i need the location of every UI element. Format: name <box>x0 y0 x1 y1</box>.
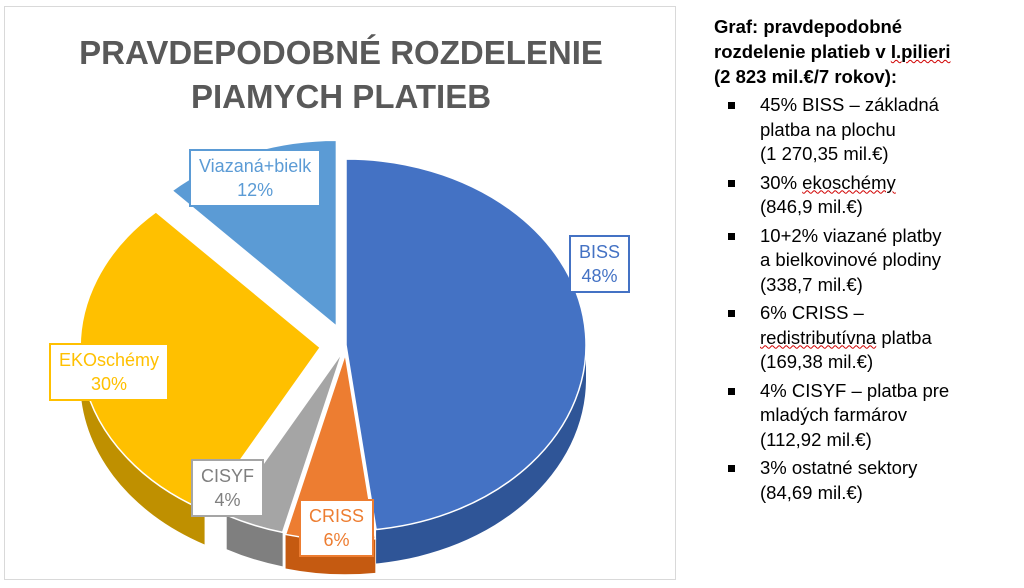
pie-chart <box>79 139 587 575</box>
list-item-line: 30% ekoschémy <box>760 171 1014 196</box>
list-item-ostatne: 3% ostatné sektory (84,69 mil.€) <box>728 456 1014 505</box>
label-viazana: Viazaná+bielk 12% <box>189 149 322 207</box>
panel-heading: Graf: pravdepodobné rozdelenie platieb v… <box>714 14 1014 89</box>
label-cisyf-value: 4% <box>214 490 241 510</box>
list-item-line-part: redistributívna <box>760 326 877 348</box>
list-item-biss: 45% BISS – základná platba na plochu (1 … <box>728 93 1014 167</box>
list-item-line: (169,38 mil.€) <box>760 351 874 372</box>
panel-heading-line-2a: rozdelenie platieb v <box>714 41 891 62</box>
label-cisyf-name: CISYF <box>201 466 255 486</box>
list-item-criss: 6% CRISS – redistributívna platba (169,3… <box>728 301 1014 375</box>
pie-top-layer <box>79 139 587 542</box>
list-item-viazane: 10+2% viazané platby a bielkovinové plod… <box>728 224 1014 298</box>
bullet-list: 45% BISS – základná platba na plochu (1 … <box>714 93 1014 505</box>
list-item-line: (84,69 mil.€) <box>760 481 863 503</box>
list-item-line: (846,9 mil.€) <box>760 196 863 217</box>
chart-frame: PRAVDEPODOBNÉ ROZDELENIE PIAMYCH PLATIEB… <box>4 6 676 580</box>
label-biss: BISS 48% <box>569 235 631 293</box>
panel-heading-line-2b: I.pilieri <box>890 41 951 62</box>
panel-heading-line-2: rozdelenie platieb v I.pilieri <box>714 39 1014 64</box>
label-viazana-name: Viazaná+bielk <box>199 156 312 176</box>
label-ekoschemy-value: 30% <box>91 374 128 394</box>
pie-slice-biss <box>345 158 587 531</box>
pie-side-biss <box>376 345 586 564</box>
list-item-line: 4% CISYF – platba pre <box>760 379 950 401</box>
label-criss: CRISS 6% <box>299 499 375 557</box>
list-item-cisyf: 4% CISYF – platba pre mladých farmárov (… <box>728 379 1014 453</box>
list-item-line: (112,92 mil.€) <box>760 428 872 450</box>
label-ekoschemy-name: EKOschémy <box>59 350 160 370</box>
list-item-line: (1 270,35 mil.€) <box>760 143 889 164</box>
label-ekoschemy: EKOschémy 30% <box>49 343 170 401</box>
list-item-line: redistributívna platba <box>760 326 1014 351</box>
list-item-line: 6% CRISS – <box>760 302 864 323</box>
label-cisyf: CISYF 4% <box>191 459 265 517</box>
chart-title: PRAVDEPODOBNÉ ROZDELENIE PIAMYCH PLATIEB <box>5 31 677 119</box>
panel-heading-line-1: Graf: pravdepodobné <box>714 16 903 37</box>
list-item-ekoschemy: 30% ekoschémy (846,9 mil.€) <box>728 171 1014 220</box>
pie-side-cisyf <box>226 515 283 567</box>
chart-title-line-2: PIAMYCH PLATIEB <box>190 78 492 115</box>
panel-heading-line-3: (2 823 mil.€/7 rokov): <box>714 66 898 87</box>
label-viazana-value: 12% <box>237 180 274 200</box>
list-item-line: mladých farmárov <box>760 404 908 425</box>
label-criss-value: 6% <box>323 530 350 550</box>
list-item-line-part: 30% <box>760 171 803 193</box>
label-criss-name: CRISS <box>309 506 365 526</box>
list-item-line: platba na plochu <box>760 118 896 140</box>
list-item-line-part: platba <box>876 326 932 348</box>
list-item-line: a bielkovinové plodiny <box>760 249 942 270</box>
list-item-line: 45% BISS – základná <box>760 94 939 115</box>
label-biss-value: 48% <box>581 266 618 286</box>
list-item-line: (338,7 mil.€) <box>760 273 863 295</box>
label-biss-name: BISS <box>579 242 621 262</box>
chart-title-line-1: PRAVDEPODOBNÉ ROZDELENIE <box>79 34 603 71</box>
list-item-line-part: ekoschémy <box>802 171 896 193</box>
list-item-line: 3% ostatné sektory <box>760 457 918 478</box>
list-item-line: 10+2% viazané platby <box>760 224 942 246</box>
description-panel: Graf: pravdepodobné rozdelenie platieb v… <box>714 14 1014 580</box>
